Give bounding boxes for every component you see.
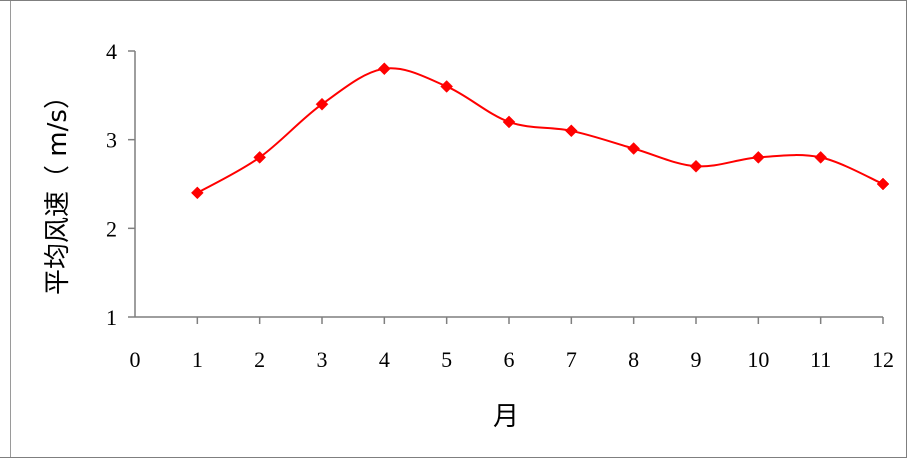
x-tick-label: 1 (192, 347, 203, 372)
x-tick-label: 3 (317, 347, 328, 372)
x-tick-label: 2 (254, 347, 265, 372)
data-point-marker (253, 151, 267, 164)
y-axis-title: 平均风速（ m/s） (43, 83, 73, 295)
data-point-marker (377, 62, 391, 76)
y-tick-label: 2 (106, 216, 117, 241)
data-point-marker (689, 159, 703, 173)
y-tick-label: 3 (106, 128, 117, 153)
x-axis-title: 月 (493, 402, 519, 432)
x-tick-label: 11 (810, 347, 831, 372)
data-point-marker (751, 151, 765, 164)
data-point-marker (502, 115, 516, 129)
x-tick-label: 10 (747, 347, 769, 372)
data-point-marker (627, 142, 641, 155)
x-tick-label: 4 (379, 347, 390, 372)
data-point-marker (190, 186, 204, 200)
axes (128, 50, 884, 324)
x-tick-label: 5 (441, 347, 452, 372)
series-line (196, 67, 884, 194)
x-tick-label: 8 (628, 347, 639, 372)
data-point-marker (876, 177, 890, 191)
series-layer (190, 62, 890, 200)
x-tick-label: 12 (872, 347, 894, 372)
x-tick-label: 9 (691, 347, 702, 372)
data-point-marker (814, 151, 828, 164)
x-tick-label: 7 (566, 347, 577, 372)
data-point-marker (440, 80, 454, 93)
x-tick-label: 6 (504, 347, 515, 372)
y-tick-label: 1 (106, 305, 117, 330)
y-tick-label: 4 (106, 39, 117, 64)
data-point-marker (315, 97, 329, 111)
x-tick-label: 0 (130, 347, 141, 372)
data-point-marker (564, 124, 578, 138)
